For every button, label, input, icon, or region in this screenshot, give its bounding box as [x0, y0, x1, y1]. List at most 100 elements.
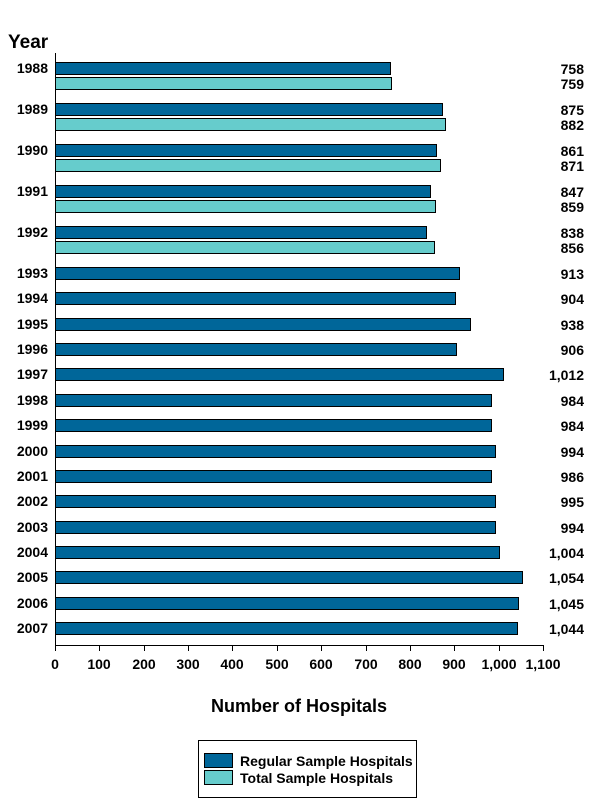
x-tick	[321, 645, 322, 651]
bar-regular-2004	[55, 546, 500, 559]
value-label-regular: 861	[560, 143, 584, 159]
year-label: 1989	[16, 101, 48, 117]
bar-regular-1991	[55, 185, 431, 198]
x-tick-label: 300	[176, 656, 200, 672]
bar-regular-1993	[55, 267, 460, 280]
year-label: 2000	[16, 443, 48, 459]
year-label: 1991	[16, 183, 48, 199]
bar-regular-1996	[55, 343, 457, 356]
x-axis-title: Number of Hospitals	[210, 696, 388, 716]
year-label: 2002	[16, 493, 48, 509]
x-tick-label: 1,100	[525, 656, 561, 672]
year-label: 2005	[16, 569, 48, 585]
bar-regular-1998	[55, 394, 492, 407]
bar-total-1988	[55, 77, 392, 90]
x-tick	[55, 645, 56, 651]
bar-regular-2001	[55, 470, 492, 483]
x-tick	[232, 645, 233, 651]
year-label: 2006	[16, 595, 48, 611]
year-label: 1996	[16, 341, 48, 357]
value-label-total: 856	[560, 240, 584, 256]
bar-regular-2007	[55, 622, 518, 635]
year-label: 1992	[16, 224, 48, 240]
legend-label-regular: Regular Sample Hospitals	[240, 752, 413, 769]
year-label: 2003	[16, 519, 48, 535]
x-tick-label: 800	[398, 656, 422, 672]
x-tick	[454, 645, 455, 651]
bar-regular-2000	[55, 445, 496, 458]
bar-regular-2005	[55, 571, 523, 584]
x-tick-label: 1,000	[481, 656, 517, 672]
bar-total-1991	[55, 200, 436, 213]
value-label-total: 859	[560, 199, 584, 215]
bar-regular-1989	[55, 103, 443, 116]
bar-regular-1990	[55, 144, 437, 157]
year-label: 2004	[16, 544, 48, 560]
year-label: 1995	[16, 316, 48, 332]
x-tick	[99, 645, 100, 651]
value-label-regular: 1,012	[548, 367, 584, 383]
x-tick-label: 500	[265, 656, 289, 672]
value-label-regular: 986	[560, 469, 584, 485]
value-label-regular: 1,045	[548, 596, 584, 612]
x-tick-label: 200	[132, 656, 156, 672]
x-tick-label: 0	[51, 656, 59, 672]
value-label-regular: 913	[560, 266, 584, 282]
x-tick	[366, 645, 367, 651]
legend-item-regular: Regular Sample Hospitals	[204, 753, 413, 769]
bar-total-1990	[55, 159, 441, 172]
x-tick-label: 700	[354, 656, 378, 672]
year-label: 1993	[16, 265, 48, 281]
bar-regular-1995	[55, 318, 471, 331]
x-axis-line	[55, 645, 544, 646]
value-label-regular: 994	[560, 444, 584, 460]
bar-regular-1997	[55, 368, 504, 381]
x-tick	[144, 645, 145, 651]
year-label: 1999	[16, 417, 48, 433]
value-label-total: 759	[560, 76, 584, 92]
legend-item-total: Total Sample Hospitals	[204, 769, 408, 786]
bar-regular-2003	[55, 521, 496, 534]
legend: Regular Sample Hospitals Total Sample Ho…	[198, 740, 417, 798]
bar-regular-2006	[55, 597, 519, 610]
value-label-total: 871	[560, 158, 584, 174]
bar-regular-1999	[55, 419, 492, 432]
bar-total-1992	[55, 241, 435, 254]
value-label-regular: 904	[560, 291, 584, 307]
value-label-regular: 994	[560, 520, 584, 536]
value-label-total: 882	[560, 117, 584, 133]
bar-regular-1994	[55, 292, 456, 305]
value-label-regular: 838	[560, 225, 584, 241]
x-tick-label: 400	[220, 656, 244, 672]
bar-regular-1992	[55, 226, 427, 239]
year-label: 2007	[16, 620, 48, 636]
value-label-regular: 875	[560, 102, 584, 118]
x-tick	[188, 645, 189, 651]
legend-swatch-total	[204, 770, 233, 785]
value-label-regular: 906	[560, 342, 584, 358]
x-tick	[410, 645, 411, 651]
legend-label-total: Total Sample Hospitals	[240, 769, 393, 786]
bar-regular-2002	[55, 495, 496, 508]
value-label-regular: 984	[560, 418, 584, 434]
y-axis-title: Year	[8, 32, 49, 53]
value-label-regular: 1,054	[548, 570, 584, 586]
year-label: 1998	[16, 392, 48, 408]
value-label-regular: 984	[560, 393, 584, 409]
x-tick-label: 900	[442, 656, 466, 672]
value-label-regular: 847	[560, 184, 584, 200]
value-label-regular: 995	[560, 494, 584, 510]
x-tick	[543, 645, 544, 651]
year-label: 1994	[16, 290, 48, 306]
value-label-regular: 938	[560, 317, 584, 333]
value-label-regular: 1,044	[548, 621, 584, 637]
x-tick-label: 600	[309, 656, 333, 672]
legend-swatch-regular	[204, 753, 233, 768]
value-label-regular: 1,004	[548, 545, 584, 561]
x-tick-label: 100	[87, 656, 111, 672]
bar-regular-1988	[55, 62, 391, 75]
year-label: 1988	[16, 60, 48, 76]
year-label: 2001	[16, 468, 48, 484]
x-tick	[277, 645, 278, 651]
